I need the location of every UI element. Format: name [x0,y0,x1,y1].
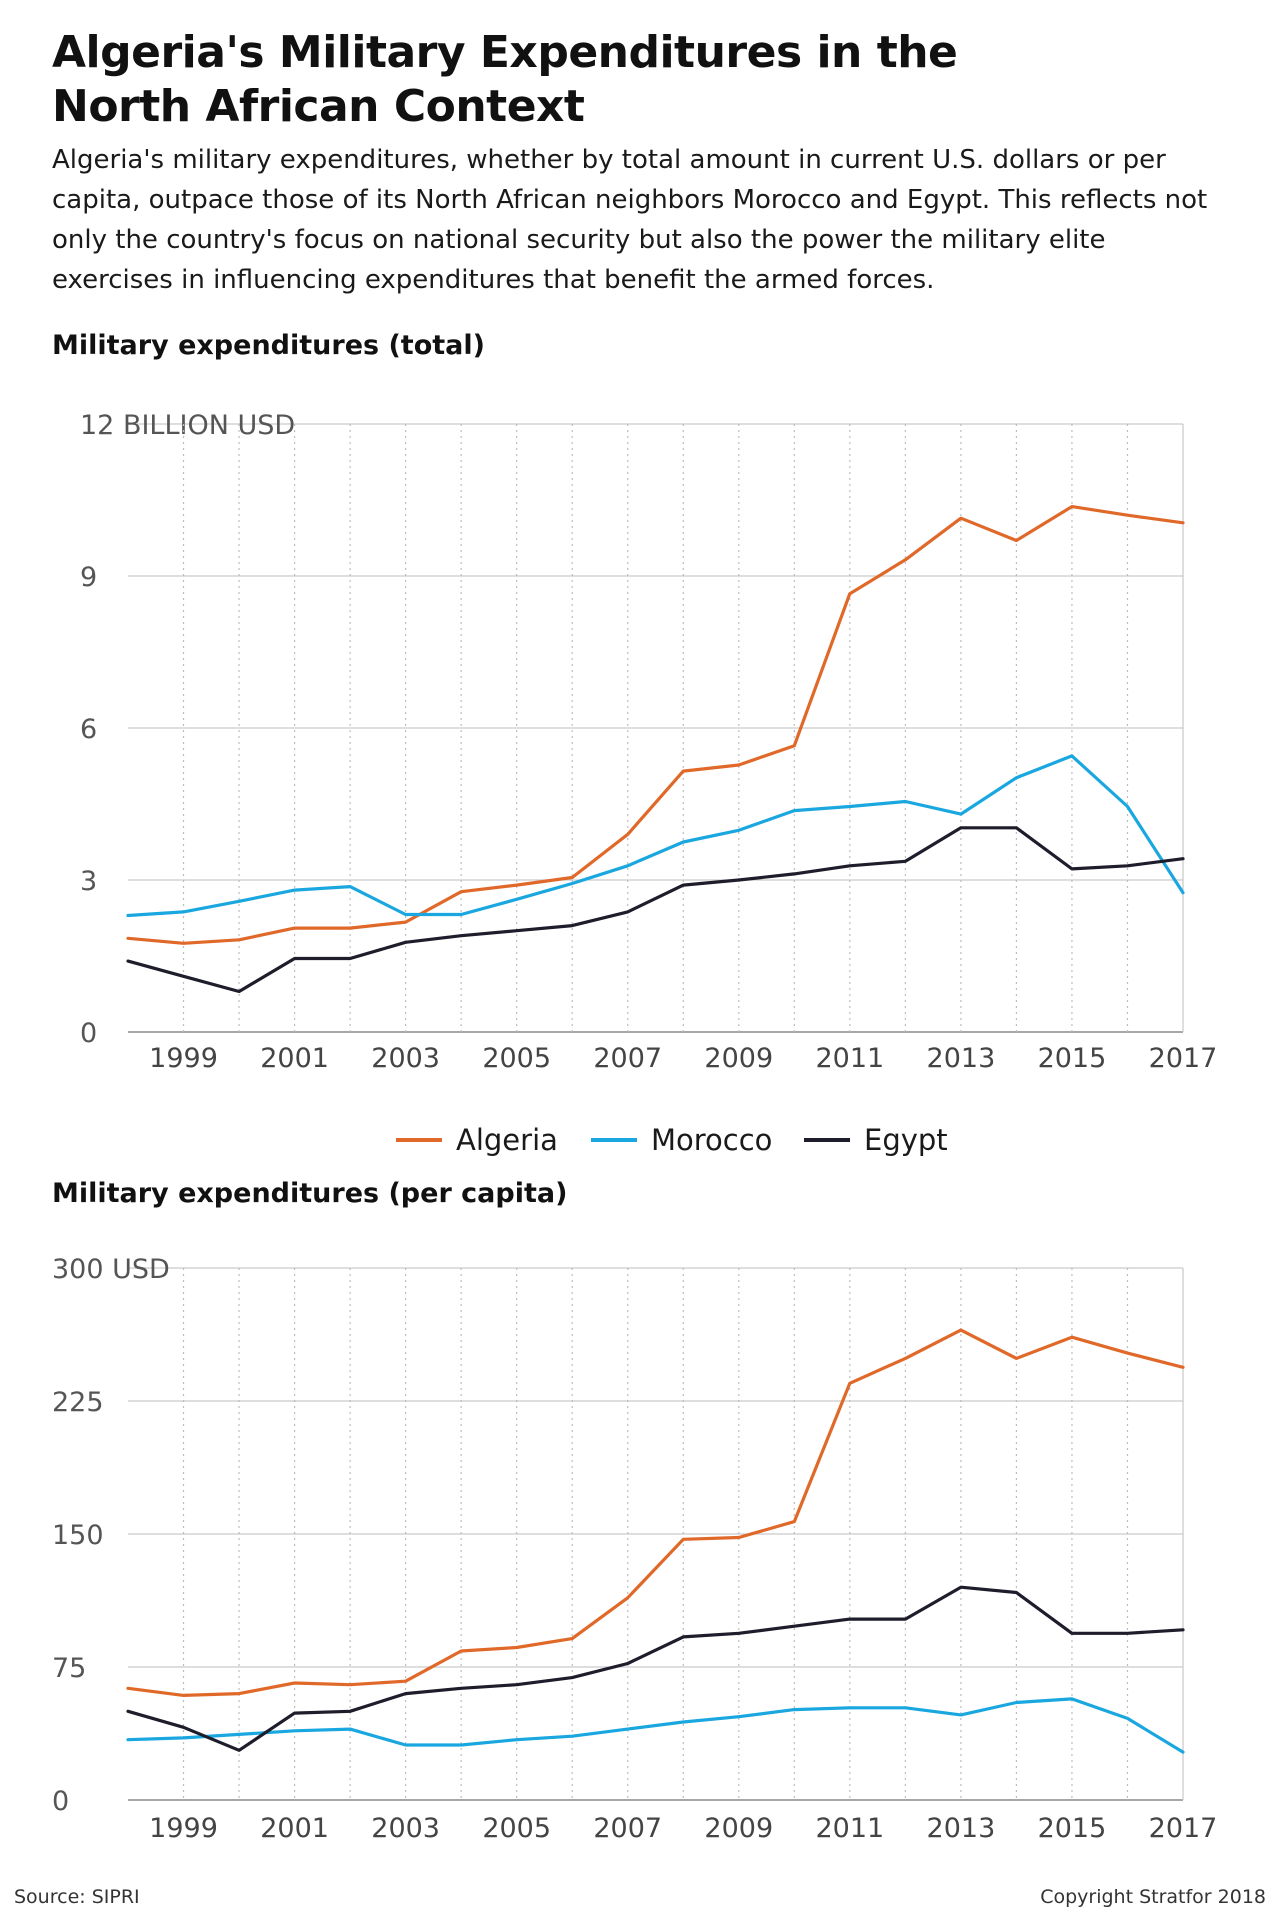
chart2-x-tick-label-1999: 1999 [149,1813,218,1844]
chart1-x-tick-label-2013: 2013 [927,1043,996,1074]
chart2-x-tick-label-2003: 2003 [371,1813,440,1844]
chart1-x-tick-label-2007: 2007 [593,1043,662,1074]
chart1-y-tick-label: 3 [80,866,97,897]
chart2-title: Military expenditures (per capita) [52,1178,568,1209]
source-note: Source: SIPRI [14,1886,140,1908]
chart2-x-tick-label-2009: 2009 [704,1813,773,1844]
chart2-series-algeria [126,1328,1185,1697]
chart1-series-morocco [126,754,1185,918]
chart2-series-egypt [126,1585,1185,1752]
chart1-x-tick-label-2017: 2017 [1149,1043,1218,1074]
chart2-y-tick-label: 225 [52,1387,104,1418]
legend-label-morocco: Morocco [651,1123,773,1157]
chart1-title: Military expenditures (total) [52,330,485,361]
chart2-x-tick-label-2015: 2015 [1038,1813,1107,1844]
chart2-y-tick-label: 300 USD [52,1254,170,1285]
chart2-x-tick-label-2013: 2013 [927,1813,996,1844]
legend-item-egypt: Egypt [804,1115,948,1165]
chart2-y-tick-label: 150 [52,1520,104,1551]
chart2-series-morocco [126,1697,1185,1754]
legend-swatch-morocco [591,1138,637,1142]
chart2-x-tick-label-2005: 2005 [482,1813,551,1844]
legend: Algeria Morocco Egypt [0,1115,1280,1165]
title-line-1: Algeria's Military Expenditures in the [52,27,958,78]
chart1-y-tick-label: 12 BILLION USD [80,410,295,441]
chart2-x-tick-label-2011: 2011 [815,1813,884,1844]
chart1-series-egypt [126,826,1185,994]
chart1-x-tick-label-2009: 2009 [704,1043,773,1074]
legend-swatch-egypt [804,1138,850,1142]
chart1-x-tick-label-2003: 2003 [371,1043,440,1074]
copyright-note: Copyright Stratfor 2018 [1040,1886,1266,1908]
legend-item-algeria: Algeria [396,1115,558,1165]
chart2-y-tick-label: 0 [52,1786,69,1817]
chart1-x-tick-label-2001: 2001 [260,1043,329,1074]
chart1-y-tick-label: 9 [80,562,97,593]
total-expenditures-chart: 0 3 6 9 12 BILLION USD 1999 2001 2003 2005 2007 20… [80,410,1218,1074]
chart2-y-tick-label: 75 [52,1653,86,1684]
chart1-series-algeria [126,504,1185,945]
page-title: Algeria's Military Expenditures in the N… [52,26,1232,134]
chart1-y-tick-label: 0 [80,1018,97,1049]
subtitle: Algeria's military expenditures, whether… [52,145,1208,295]
legend-label-algeria: Algeria [456,1123,558,1157]
chart1-x-tick-label-1999: 1999 [149,1043,218,1074]
chart1-x-tick-label-2005: 2005 [482,1043,551,1074]
title-line-2: North African Context [52,81,585,132]
chart1-y-tick-label: 6 [80,714,97,745]
chart1-x-tick-label-2015: 2015 [1038,1043,1107,1074]
legend-label-egypt: Egypt [864,1123,948,1157]
per-capita-expenditures-chart: 0 75 150 225 300 USD 1999 2001 2003 2005 2007 2009… [52,1254,1218,1844]
chart2-x-tick-label-2017: 2017 [1149,1813,1218,1844]
chart2-x-tick-label-2007: 2007 [593,1813,662,1844]
chart2-x-tick-label-2001: 2001 [260,1813,329,1844]
legend-swatch-algeria [396,1138,442,1142]
legend-item-morocco: Morocco [591,1115,772,1165]
chart1-x-tick-label-2011: 2011 [815,1043,884,1074]
